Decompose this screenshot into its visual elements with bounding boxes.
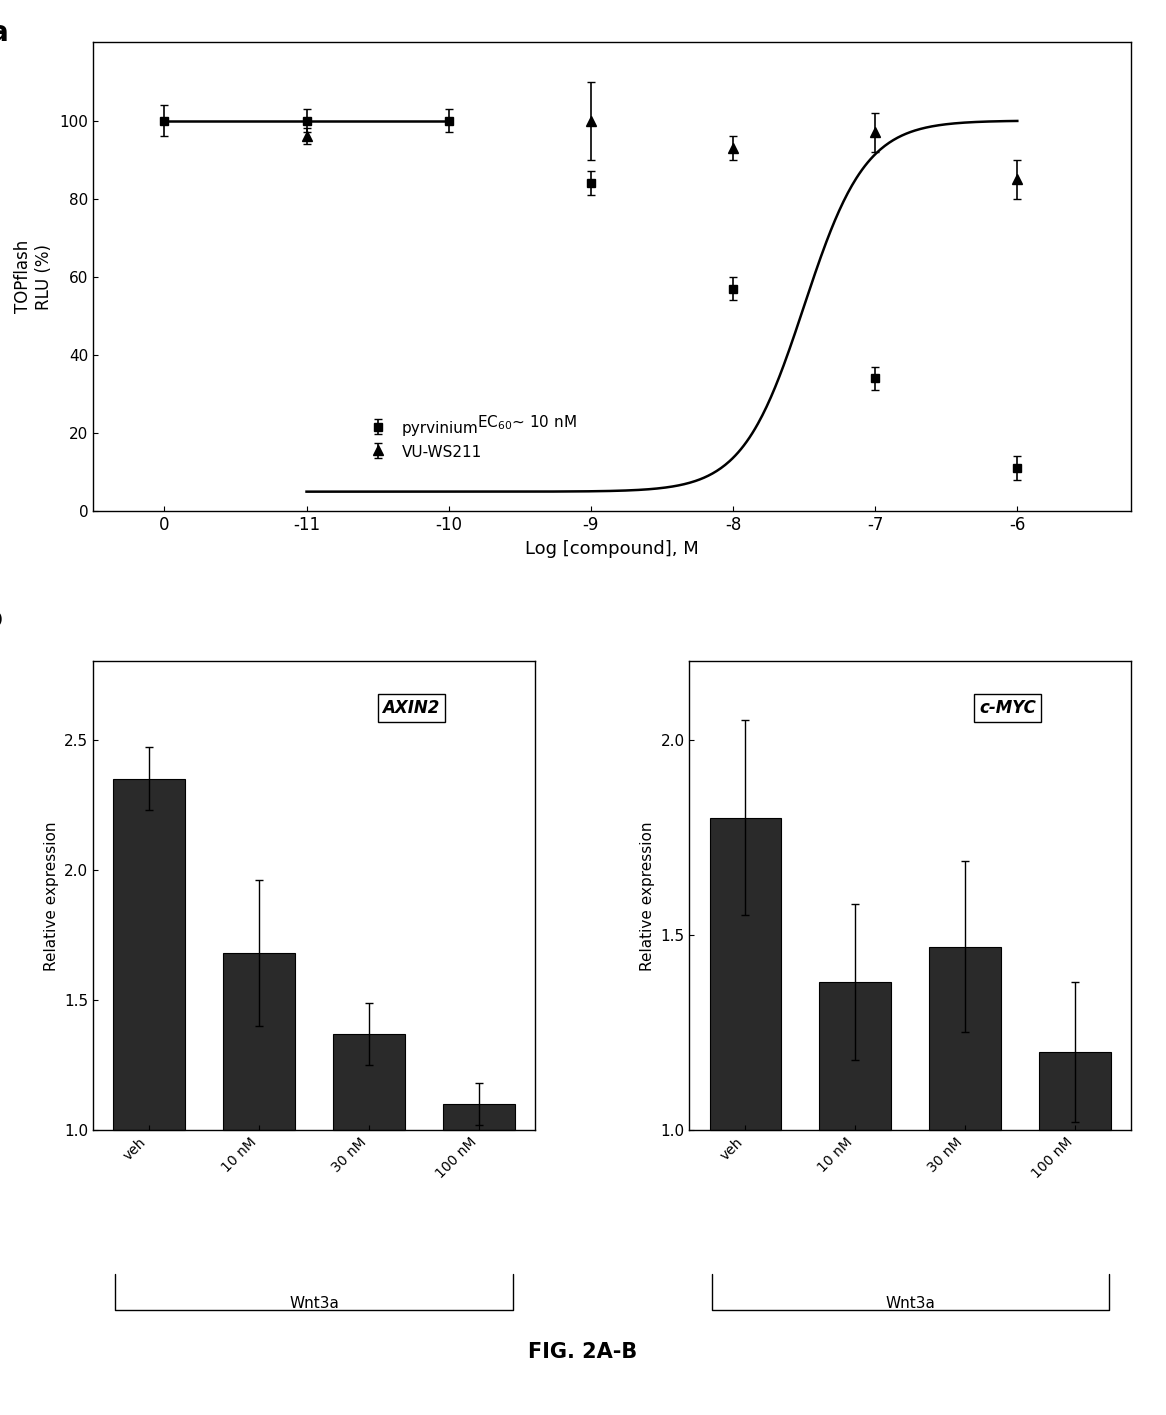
Bar bbox=[333, 1034, 405, 1131]
Bar bbox=[1039, 1051, 1111, 1131]
Bar bbox=[443, 1104, 515, 1131]
Text: EC$_{60}$~ 10 nM: EC$_{60}$~ 10 nM bbox=[477, 413, 577, 432]
Y-axis label: TOPflash
RLU (%): TOPflash RLU (%) bbox=[14, 241, 52, 314]
Text: c-MYC: c-MYC bbox=[979, 699, 1035, 717]
Bar bbox=[224, 954, 295, 1131]
Bar bbox=[113, 778, 185, 1131]
Legend: pyrvinium, VU-WS211: pyrvinium, VU-WS211 bbox=[360, 415, 487, 466]
X-axis label: Log [compound], M: Log [compound], M bbox=[525, 539, 700, 558]
Y-axis label: Relative expression: Relative expression bbox=[44, 821, 58, 971]
Bar bbox=[820, 982, 891, 1131]
Text: FIG. 2A-B: FIG. 2A-B bbox=[528, 1343, 638, 1363]
Text: a: a bbox=[0, 18, 8, 47]
Text: Wnt3a: Wnt3a bbox=[885, 1296, 935, 1312]
Text: b: b bbox=[0, 606, 2, 633]
Bar bbox=[929, 947, 1000, 1131]
Text: Wnt3a: Wnt3a bbox=[289, 1296, 339, 1312]
Text: AXIN2: AXIN2 bbox=[382, 699, 440, 717]
Y-axis label: Relative expression: Relative expression bbox=[640, 821, 655, 971]
Bar bbox=[709, 818, 781, 1131]
